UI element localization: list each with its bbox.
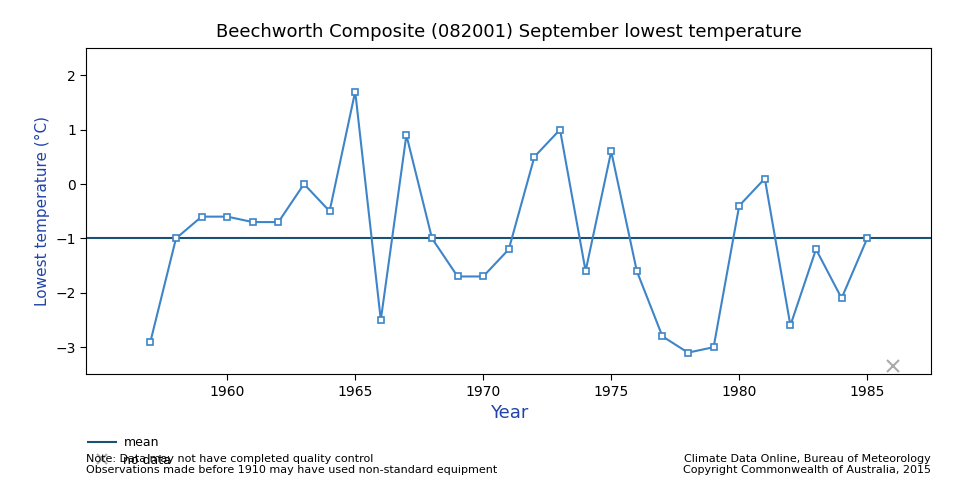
Text: Climate Data Online, Bureau of Meteorology
Copyright Commonwealth of Australia, : Climate Data Online, Bureau of Meteorolo…	[684, 454, 931, 475]
Legend: mean, no data: mean, no data	[88, 436, 171, 467]
X-axis label: Year: Year	[490, 404, 528, 422]
Title: Beechworth Composite (082001) September lowest temperature: Beechworth Composite (082001) September …	[216, 23, 802, 41]
Text: Note: Data may not have completed quality control
Observations made before 1910 : Note: Data may not have completed qualit…	[86, 454, 497, 475]
Y-axis label: Lowest temperature (°C): Lowest temperature (°C)	[35, 116, 50, 306]
